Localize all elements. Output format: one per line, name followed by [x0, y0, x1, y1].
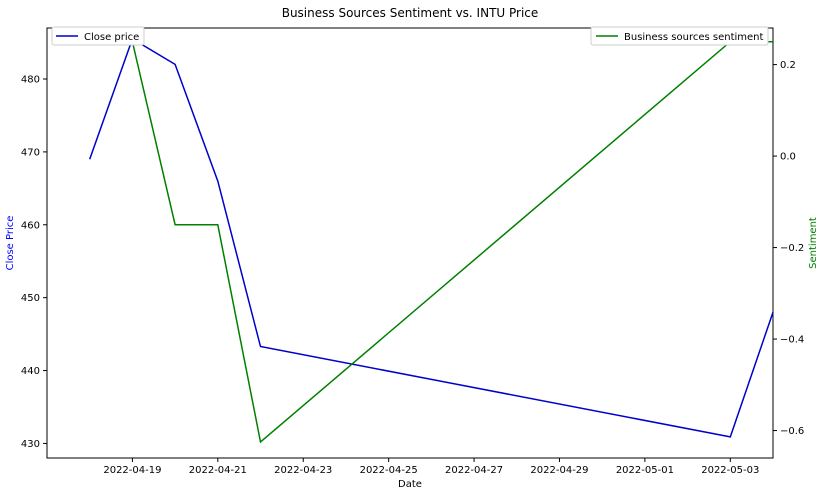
x-axis: 2022-04-19 2022-04-21 2022-04-23 2022-04-25…: [103, 458, 759, 476]
x-tick-label: 2022-05-01: [616, 465, 674, 476]
legend-left-box: [51, 26, 145, 46]
y-left-tick-label: 450: [21, 293, 40, 304]
y-right-tick-label: −0.6: [780, 426, 804, 437]
x-tick-label: 2022-04-25: [360, 465, 418, 476]
legend-right: Business sources sentiment: [590, 26, 769, 46]
x-tick-label: 2022-04-19: [103, 465, 161, 476]
y-axis-left: 430 440 450 460 470 480: [21, 75, 47, 450]
y-axis-left-label: Close Price: [5, 216, 16, 271]
y-right-tick-label: −0.4: [780, 335, 804, 346]
legend-left-label: Close price: [84, 32, 139, 43]
plot-area: [46, 27, 774, 459]
x-tick-label: 2022-05-03: [701, 465, 759, 476]
x-tick-label: 2022-04-23: [274, 465, 332, 476]
y-axis-right-label: Sentiment: [808, 217, 819, 269]
y-left-tick-label: 460: [21, 220, 40, 231]
y-axis-right: 0.2 0.0 −0.2 −0.4 −0.6: [773, 60, 804, 437]
x-tick-label: 2022-04-27: [445, 465, 503, 476]
chart-title: Business Sources Sentiment vs. INTU Pric…: [282, 6, 539, 20]
y-left-tick-label: 430: [21, 439, 40, 450]
legend-left: Close price: [51, 26, 145, 46]
x-axis-label: Date: [398, 479, 422, 490]
y-left-tick-label: 470: [21, 147, 40, 158]
y-right-tick-label: 0.2: [780, 60, 796, 71]
x-tick-label: 2022-04-21: [189, 465, 247, 476]
y-left-tick-label: 480: [21, 75, 40, 86]
legend-right-box: [590, 26, 769, 46]
legend-right-label: Business sources sentiment: [624, 32, 764, 43]
x-tick-label: 2022-04-29: [530, 465, 588, 476]
y-right-tick-label: 0.0: [780, 152, 796, 163]
y-left-tick-label: 440: [21, 366, 40, 377]
y-right-tick-label: −0.2: [780, 243, 804, 254]
